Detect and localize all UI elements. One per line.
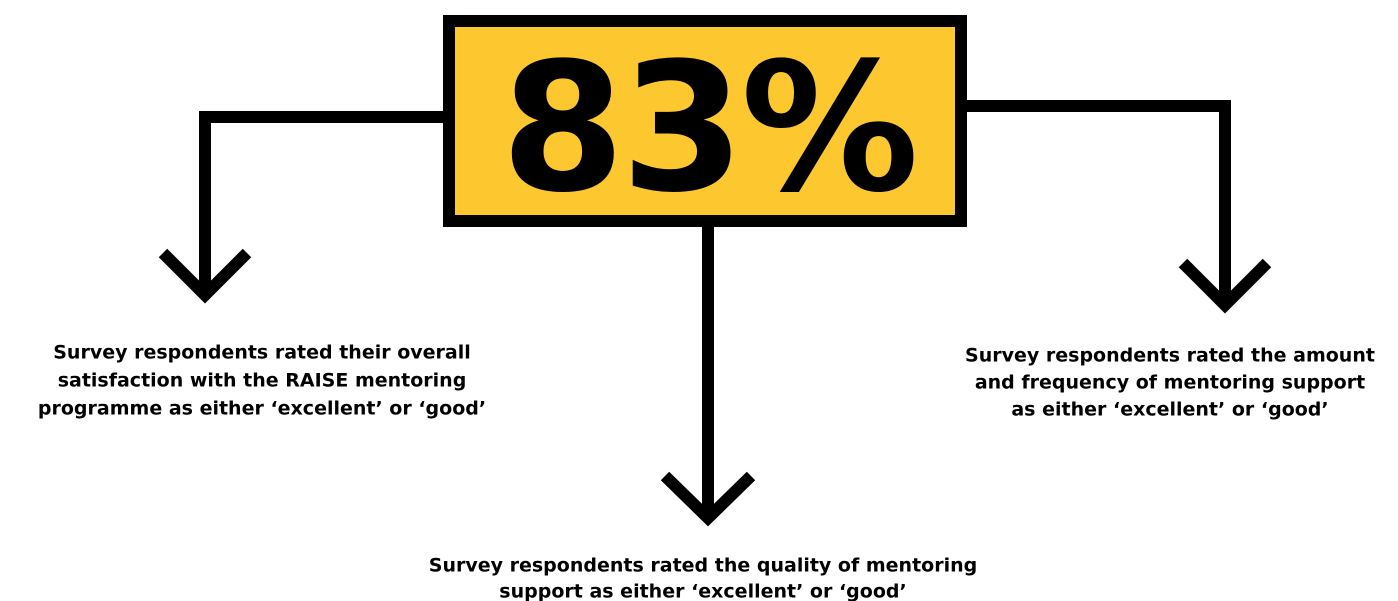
right-arrowhead — [1178, 258, 1272, 314]
callout-box — [443, 15, 967, 227]
caption-line: as either ‘excellent’ or ‘good’ — [1011, 399, 1328, 421]
caption-line: programme as either ‘excellent’ or ‘good… — [38, 398, 486, 420]
caption-line: Survey respondents rated their overall — [53, 342, 471, 364]
callout-value: 83% — [501, 25, 915, 232]
left-connector — [199, 111, 443, 295]
caption-line: Survey respondents rated the amount — [965, 345, 1375, 367]
caption-line: satisfaction with the RAISE mentoring — [58, 370, 467, 392]
caption-line: support as either ‘excellent’ or ‘good’ — [499, 581, 906, 601]
right-connector — [967, 100, 1231, 305]
caption-line: and frequency of mentoring support — [975, 372, 1365, 394]
left-arrowhead — [158, 248, 252, 304]
caption-line: Survey respondents rated the quality of … — [429, 555, 977, 577]
middle-arrowhead — [660, 471, 756, 527]
